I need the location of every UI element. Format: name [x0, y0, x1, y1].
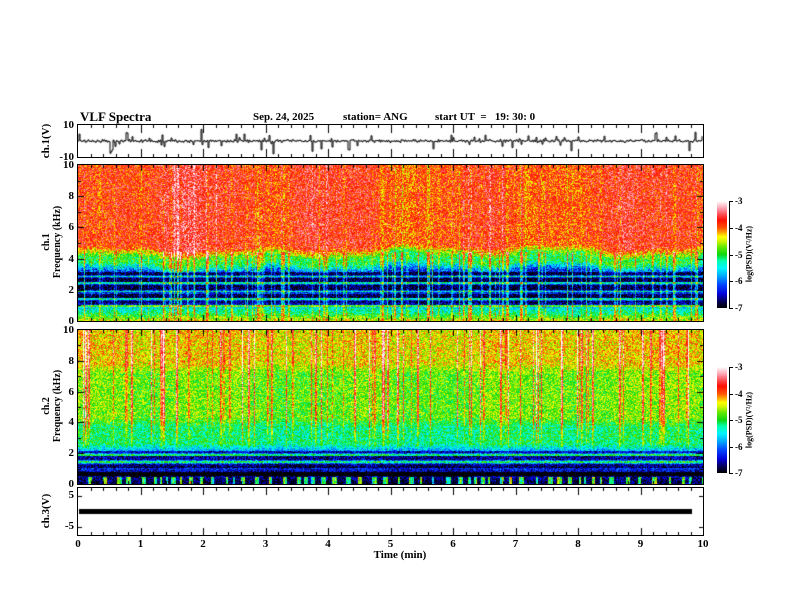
- colorbar-tick-label: -3: [735, 362, 743, 372]
- title-start-ut: start UT = 19: 30: 0: [435, 111, 536, 123]
- colorbar-tick-label: -3: [735, 196, 743, 206]
- spec1-ytick: 0: [68, 315, 75, 327]
- x-axis-tick: 3: [262, 538, 269, 550]
- ch1-spectrogram-canvas: [78, 165, 703, 321]
- colorbar-tick-label: -4: [735, 389, 743, 399]
- colorbar-tick-label: -5: [735, 250, 743, 260]
- x-axis-label: Time (min): [373, 549, 427, 561]
- x-axis-tick: 10: [697, 538, 709, 550]
- x-axis-tick: 1: [137, 538, 144, 550]
- ch2-frequency-axis-label: ch.2 Frequency (kHz): [41, 370, 63, 442]
- colorbar-tick-mark: [729, 281, 733, 282]
- colorbar-tick-label: -6: [735, 442, 743, 452]
- colorbar-axis-line: [729, 201, 730, 308]
- x-axis-tick: 8: [575, 538, 581, 550]
- ch1-wave-ytick: 10: [63, 119, 74, 131]
- x-axis-tick: 9: [637, 538, 644, 550]
- spec1-ytick: 6: [68, 221, 75, 234]
- spec2-ytick: 10: [63, 324, 74, 336]
- ch2-spectrogram-canvas: [78, 330, 703, 484]
- x-axis-tick: 4: [325, 538, 331, 550]
- spec2-ytick: 8: [68, 354, 75, 367]
- ch3-wave-ytick: -5: [64, 520, 74, 532]
- spec1-ytick: 4: [68, 252, 75, 265]
- colorbar-ch1-label: log(PSD)(V²/Hz): [744, 225, 754, 283]
- page-title: VLF Spectra: [80, 109, 152, 124]
- colorbar-tick-mark: [729, 420, 733, 421]
- colorbar-ch2: [717, 367, 727, 473]
- ch2-frequency-axis-channel: ch.2: [41, 397, 52, 415]
- colorbar-tick-mark: [729, 308, 733, 309]
- x-axis-tick: 5: [387, 538, 394, 550]
- title-date: Sep. 24, 2025: [253, 111, 315, 123]
- colorbar-tick-mark: [729, 255, 733, 256]
- colorbar-tick-mark: [729, 228, 733, 229]
- panel-ch2-spectrogram: [77, 329, 704, 485]
- colorbar-tick-label: -5: [735, 415, 743, 425]
- spec2-ytick: 2: [68, 447, 75, 460]
- ch1-wave-ytick: -10: [59, 151, 74, 163]
- panel-ch1-waveform: [77, 124, 704, 158]
- x-axis-tick: 6: [450, 538, 456, 550]
- ch3-wave-ytick: 5: [68, 489, 75, 501]
- spec1-ytick: 10: [63, 159, 74, 171]
- ch3-waveform-canvas: [78, 488, 703, 535]
- colorbar-tick-mark: [729, 394, 733, 395]
- colorbar-tick-label: -7: [735, 468, 743, 478]
- spec1-ytick: 8: [68, 190, 75, 203]
- ch1-frequency-axis-label: ch.1 Frequency (kHz): [41, 206, 63, 278]
- colorbar-tick-label: -6: [735, 276, 743, 286]
- spec1-ytick: 2: [68, 283, 75, 296]
- colorbar-ch1: [717, 201, 727, 308]
- colorbar-tick-mark: [729, 447, 733, 448]
- ch1-waveform-canvas: [78, 125, 703, 157]
- ch2-frequency-axis-text: Frequency (kHz): [52, 369, 63, 443]
- colorbar-tick-label: -7: [735, 303, 743, 313]
- ch1-frequency-axis-text: Frequency (kHz): [52, 205, 63, 279]
- colorbar-tick-mark: [729, 367, 733, 368]
- x-axis-tick: 7: [512, 538, 519, 550]
- spec2-ytick: 4: [68, 416, 75, 429]
- x-axis-tick: 0: [75, 538, 81, 550]
- colorbar-tick-mark: [729, 201, 733, 202]
- panel-ch3-waveform: [77, 487, 704, 536]
- spec2-ytick: 0: [68, 478, 75, 490]
- colorbar-tick-label: -4: [735, 223, 743, 233]
- panel-ch1-spectrogram: [77, 164, 704, 322]
- title-station: station= ANG: [343, 111, 408, 123]
- colorbar-tick-mark: [729, 473, 733, 474]
- colorbar-ch2-label: log(PSD)(V²/Hz): [744, 391, 754, 449]
- ch1-frequency-axis-channel: ch.1: [41, 233, 52, 251]
- spec2-ytick: 6: [68, 385, 75, 398]
- x-axis-tick: 2: [200, 538, 206, 550]
